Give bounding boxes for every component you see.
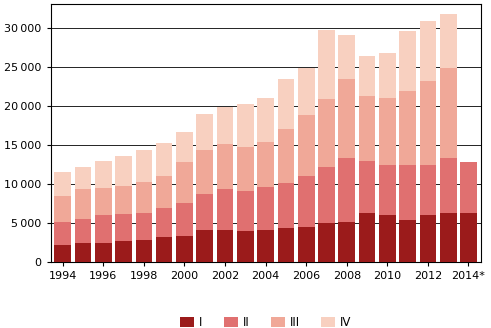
Bar xyxy=(237,191,254,231)
Bar xyxy=(95,215,111,243)
Bar xyxy=(156,237,172,262)
Bar xyxy=(156,143,172,175)
Bar xyxy=(115,186,132,214)
Bar xyxy=(338,35,355,79)
Bar xyxy=(359,213,376,262)
Bar xyxy=(379,98,396,165)
Bar xyxy=(338,158,355,222)
Bar xyxy=(379,215,396,262)
Bar xyxy=(277,183,294,228)
Bar xyxy=(75,167,91,189)
Bar xyxy=(359,56,376,96)
Bar xyxy=(298,114,315,176)
Bar xyxy=(136,213,152,240)
Bar xyxy=(75,243,91,262)
Bar xyxy=(136,240,152,262)
Bar xyxy=(298,227,315,262)
Bar xyxy=(420,215,436,262)
Bar xyxy=(95,243,111,262)
Bar xyxy=(115,156,132,186)
Bar xyxy=(420,81,436,165)
Bar xyxy=(338,79,355,158)
Bar xyxy=(257,142,274,187)
Bar xyxy=(460,213,477,262)
Bar xyxy=(55,222,71,245)
Bar xyxy=(95,161,111,188)
Bar xyxy=(176,162,193,203)
Bar xyxy=(257,187,274,230)
Bar xyxy=(176,132,193,162)
Bar xyxy=(136,182,152,213)
Bar xyxy=(440,158,457,213)
Bar xyxy=(460,162,477,213)
Bar xyxy=(440,14,457,68)
Bar xyxy=(277,129,294,183)
Bar xyxy=(440,213,457,262)
Bar xyxy=(196,230,213,262)
Bar xyxy=(257,230,274,262)
Bar xyxy=(338,222,355,262)
Bar xyxy=(55,173,71,196)
Bar xyxy=(440,68,457,158)
Bar xyxy=(318,223,335,262)
Bar xyxy=(318,99,335,167)
Bar xyxy=(196,114,213,151)
Bar xyxy=(75,218,91,243)
Bar xyxy=(75,189,91,218)
Bar xyxy=(115,214,132,241)
Bar xyxy=(237,231,254,262)
Bar xyxy=(217,230,233,262)
Bar xyxy=(156,208,172,237)
Bar xyxy=(298,176,315,227)
Bar xyxy=(115,241,132,262)
Bar xyxy=(95,188,111,215)
Bar xyxy=(420,21,436,81)
Legend: I, II, III, IV: I, II, III, IV xyxy=(175,312,356,328)
Bar xyxy=(399,165,416,220)
Bar xyxy=(55,196,71,222)
Bar xyxy=(359,96,376,161)
Bar xyxy=(257,98,274,142)
Bar xyxy=(217,108,233,144)
Bar xyxy=(399,91,416,165)
Bar xyxy=(237,104,254,147)
Bar xyxy=(237,147,254,191)
Bar xyxy=(55,245,71,262)
Bar xyxy=(217,189,233,230)
Bar xyxy=(399,31,416,91)
Bar xyxy=(420,165,436,215)
Bar xyxy=(298,68,315,114)
Bar xyxy=(277,79,294,129)
Bar xyxy=(379,53,396,98)
Bar xyxy=(318,167,335,223)
Bar xyxy=(196,194,213,230)
Bar xyxy=(359,161,376,213)
Bar xyxy=(176,203,193,236)
Bar xyxy=(277,228,294,262)
Bar xyxy=(379,165,396,215)
Bar xyxy=(217,144,233,189)
Bar xyxy=(176,236,193,262)
Bar xyxy=(156,175,172,208)
Bar xyxy=(136,151,152,182)
Bar xyxy=(196,151,213,194)
Bar xyxy=(318,30,335,99)
Bar xyxy=(399,220,416,262)
